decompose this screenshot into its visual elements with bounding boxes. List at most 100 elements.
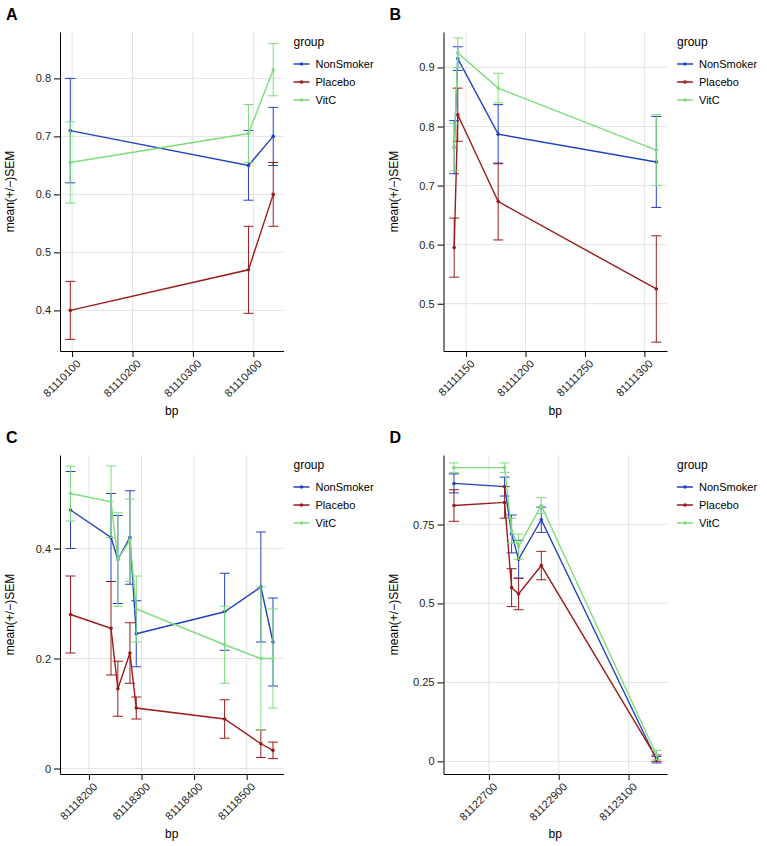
error-bar bbox=[125, 623, 135, 684]
series bbox=[449, 463, 662, 760]
error-bar bbox=[268, 107, 278, 165]
grid-line bbox=[60, 768, 284, 769]
series-line bbox=[454, 502, 657, 758]
y-tick: 0.9 bbox=[419, 61, 443, 73]
grid-line bbox=[60, 78, 284, 79]
y-tick-mark bbox=[438, 682, 444, 683]
plot-background bbox=[60, 455, 284, 774]
error-bar bbox=[536, 551, 546, 579]
point bbox=[128, 651, 132, 655]
x-tick: 81122700 bbox=[457, 774, 500, 823]
y-tick: 0 bbox=[45, 763, 60, 775]
figure: 811101008111020081110300811104000.40.50.… bbox=[0, 0, 767, 846]
y-tick-mark bbox=[54, 78, 60, 79]
y-tick-label: 0.4 bbox=[36, 543, 51, 555]
grid-line bbox=[192, 32, 193, 351]
x-tick-label: 81118300 bbox=[110, 780, 152, 822]
x-tick-label: 81118500 bbox=[215, 780, 257, 822]
y-axis: 00.250.50.75 bbox=[413, 456, 444, 775]
point bbox=[116, 687, 120, 691]
x-tick: 81111300 bbox=[614, 351, 655, 399]
x-axis-title: bp bbox=[165, 404, 179, 418]
x-tick-label: 81110400 bbox=[222, 357, 264, 399]
point bbox=[69, 492, 73, 496]
point bbox=[496, 132, 500, 136]
y-tick-label: 0.6 bbox=[36, 188, 51, 200]
error-bar bbox=[66, 576, 76, 653]
x-tick-label: 81118400 bbox=[163, 780, 205, 822]
legend-marker bbox=[683, 98, 687, 102]
point bbox=[539, 518, 543, 522]
grid-line bbox=[60, 548, 284, 549]
grid bbox=[444, 32, 668, 351]
plot-background bbox=[60, 32, 284, 351]
point bbox=[496, 200, 500, 204]
point bbox=[517, 545, 521, 549]
y-tick-label: 0.5 bbox=[419, 597, 434, 609]
point bbox=[259, 657, 263, 661]
legend-marker bbox=[300, 485, 304, 489]
y-tick-label: 0.8 bbox=[36, 72, 51, 84]
point bbox=[271, 68, 275, 72]
legend: groupNonSmokerPlaceboVitC bbox=[294, 458, 374, 529]
point bbox=[655, 148, 659, 152]
grid-line bbox=[525, 32, 526, 351]
grid-line bbox=[88, 455, 89, 774]
y-tick: 0 bbox=[428, 755, 443, 767]
x-tick: 81111200 bbox=[495, 351, 536, 399]
point bbox=[539, 504, 543, 508]
legend-marker bbox=[683, 503, 687, 507]
panel: 8111820081118300811184008111850000.20.4C… bbox=[3, 429, 374, 841]
x-axis: 81111150811112008111125081111300 bbox=[436, 351, 668, 399]
x-tick-mark bbox=[193, 351, 194, 357]
point bbox=[456, 51, 460, 55]
x-tick-mark bbox=[559, 774, 560, 780]
error-bar bbox=[268, 742, 278, 759]
point bbox=[247, 268, 251, 272]
x-tick: 81111150 bbox=[436, 351, 477, 398]
y-tick-label: 0.75 bbox=[413, 519, 434, 531]
grid-line bbox=[444, 761, 668, 762]
grid-line bbox=[253, 32, 254, 351]
x-axis-title: bp bbox=[549, 404, 563, 418]
x-tick-mark bbox=[142, 774, 143, 780]
error-bar bbox=[507, 518, 517, 543]
panel: 811101008111020081110300811104000.40.50.… bbox=[3, 6, 374, 418]
grid-line bbox=[584, 32, 585, 351]
error-bar bbox=[113, 513, 123, 607]
x-tick: 81110200 bbox=[101, 351, 143, 399]
y-axis-line bbox=[444, 456, 445, 775]
panel-title: A bbox=[6, 6, 18, 23]
point bbox=[116, 558, 120, 562]
x-tick-mark bbox=[629, 774, 630, 780]
error-bar bbox=[493, 73, 503, 103]
y-tick-mark bbox=[54, 659, 60, 660]
y-axis-line bbox=[444, 33, 445, 352]
grid-line bbox=[444, 682, 668, 683]
x-tick-mark bbox=[526, 351, 527, 357]
grid-line bbox=[444, 244, 668, 245]
y-tick-label: 0.9 bbox=[419, 61, 434, 73]
grid-line bbox=[558, 455, 559, 774]
point bbox=[452, 466, 456, 470]
legend-label: Placebo bbox=[316, 499, 356, 511]
grid-line bbox=[444, 185, 668, 186]
y-axis-line bbox=[60, 456, 61, 775]
x-tick-label: 81110300 bbox=[162, 357, 204, 399]
x-tick-mark bbox=[132, 351, 133, 357]
y-tick: 0.4 bbox=[36, 543, 60, 555]
grid-line bbox=[60, 310, 284, 311]
series bbox=[449, 47, 661, 208]
point bbox=[134, 706, 138, 710]
series bbox=[66, 466, 278, 730]
series bbox=[449, 38, 661, 186]
x-axis: 81110100811102008111030081110400 bbox=[41, 351, 284, 399]
x-tick: 81118300 bbox=[110, 774, 152, 822]
y-tick: 0.7 bbox=[36, 130, 60, 142]
grid-line bbox=[60, 658, 284, 659]
point bbox=[271, 749, 275, 753]
y-tick-label: 0.8 bbox=[419, 121, 434, 133]
x-axis: 81118200811183008111840081118500 bbox=[58, 774, 284, 822]
y-tick-label: 0.7 bbox=[419, 180, 434, 192]
legend-title: group bbox=[677, 458, 708, 472]
